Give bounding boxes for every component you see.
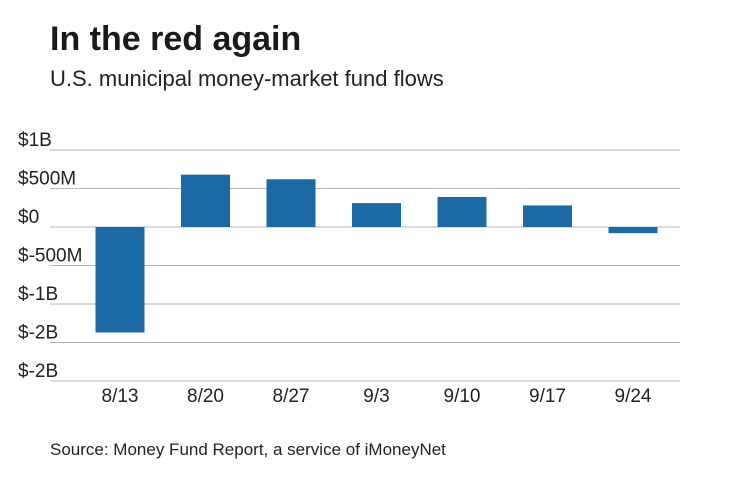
bar-9-24: [608, 227, 658, 234]
source-note: Source: Money Fund Report, a service of …: [50, 440, 446, 459]
bar-9-17: [523, 205, 572, 227]
y-tick-label: $-2B: [18, 323, 58, 344]
y-tick-label: $1B: [18, 130, 52, 151]
x-tick-label: 8/20: [187, 386, 224, 407]
y-tick-label: $-2B: [18, 361, 58, 382]
x-tick-label: 9/10: [444, 386, 481, 407]
bars: [95, 174, 658, 333]
x-tick-label: 8/27: [273, 386, 310, 407]
x-tick-label: 8/13: [102, 386, 139, 407]
y-axis-ticks: $1B $500M $0 $-500M $-1B $-2B $-2B: [18, 130, 82, 382]
bar-8-20: [181, 174, 230, 227]
bar-9-10: [437, 196, 487, 227]
x-tick-label: 9/3: [363, 386, 389, 407]
bar-9-3: [352, 203, 401, 227]
y-tick-label: $500M: [18, 169, 76, 190]
x-tick-label: 9/24: [615, 386, 652, 407]
x-tick-label: 9/17: [529, 386, 566, 407]
y-tick-label: $0: [18, 207, 39, 228]
x-axis-ticks: 8/13 8/20 8/27 9/3 9/10 9/17 9/24: [102, 386, 652, 407]
y-tick-label: $-500M: [18, 246, 82, 267]
chart-title: In the red again: [50, 20, 302, 58]
y-tick-label: $-1B: [18, 284, 58, 305]
chart-subtitle: U.S. municipal money-market fund flows: [50, 66, 444, 91]
bar-8-13: [95, 227, 145, 333]
bar-8-27: [266, 179, 316, 227]
